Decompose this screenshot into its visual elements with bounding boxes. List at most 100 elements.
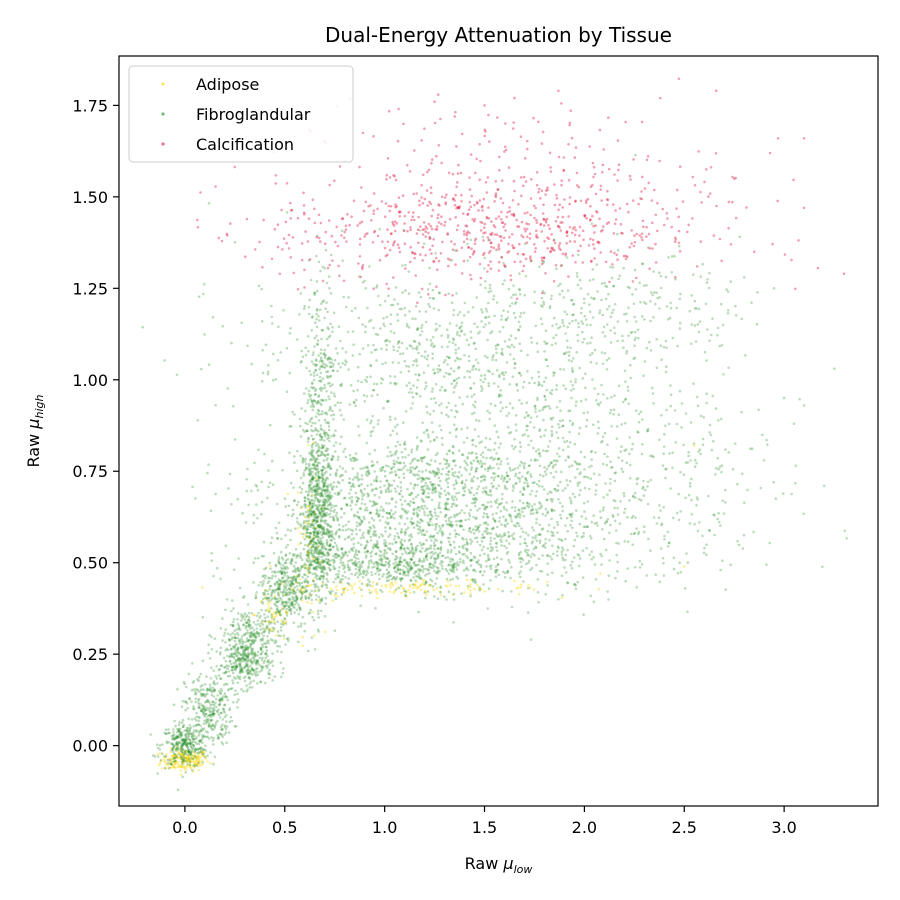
data-point xyxy=(299,597,303,601)
data-point xyxy=(185,702,189,705)
data-point xyxy=(282,622,286,625)
data-point xyxy=(182,740,186,743)
data-point xyxy=(205,708,208,712)
data-point xyxy=(205,687,209,691)
data-point xyxy=(279,550,283,554)
data-point xyxy=(295,469,299,473)
data-point xyxy=(285,611,288,614)
data-point xyxy=(586,500,590,503)
data-point xyxy=(646,485,649,488)
data-point xyxy=(538,501,541,504)
data-point xyxy=(287,637,290,640)
data-point xyxy=(301,481,305,485)
data-point xyxy=(452,565,456,568)
data-point xyxy=(452,598,456,601)
data-point xyxy=(276,644,279,648)
data-point xyxy=(225,741,228,745)
data-point xyxy=(355,458,359,462)
data-point xyxy=(272,552,276,555)
data-point xyxy=(417,610,421,614)
data-point xyxy=(373,526,376,529)
data-point xyxy=(401,552,404,556)
data-point xyxy=(213,708,216,712)
data-point xyxy=(455,498,459,501)
data-point xyxy=(246,657,249,660)
data-point xyxy=(324,596,328,600)
data-point xyxy=(465,468,468,472)
data-point xyxy=(300,595,304,599)
data-point xyxy=(311,408,315,412)
data-point xyxy=(476,509,479,512)
data-point xyxy=(317,616,321,619)
data-point xyxy=(307,516,310,519)
data-point xyxy=(425,593,429,596)
data-point xyxy=(254,668,258,671)
data-point xyxy=(220,733,224,737)
data-point xyxy=(478,588,482,592)
data-point xyxy=(182,759,186,762)
data-point xyxy=(362,536,365,539)
data-point xyxy=(271,483,275,487)
data-point xyxy=(333,594,337,597)
data-point xyxy=(489,567,493,570)
data-point xyxy=(175,740,179,744)
data-point xyxy=(545,467,549,471)
data-point xyxy=(544,542,547,545)
data-point xyxy=(366,484,369,488)
data-point xyxy=(289,425,293,428)
data-point xyxy=(396,485,399,488)
data-point xyxy=(360,520,364,524)
data-point xyxy=(336,369,339,373)
data-point xyxy=(355,532,358,536)
data-point xyxy=(498,520,501,523)
data-point xyxy=(403,464,407,468)
data-point xyxy=(289,481,293,485)
data-point xyxy=(197,764,200,767)
data-point xyxy=(659,547,663,550)
data-point xyxy=(487,587,491,590)
data-point xyxy=(176,735,180,738)
data-point xyxy=(246,672,250,676)
data-point xyxy=(186,742,190,745)
data-point xyxy=(320,428,324,432)
data-point xyxy=(151,754,155,757)
data-point xyxy=(525,544,529,548)
data-point xyxy=(399,540,402,544)
data-point xyxy=(398,468,402,471)
data-point xyxy=(397,536,401,540)
data-point xyxy=(560,546,564,549)
data-point xyxy=(244,640,248,643)
data-point xyxy=(208,689,212,692)
data-point xyxy=(462,441,466,444)
data-point xyxy=(523,541,526,545)
data-point xyxy=(261,656,264,660)
data-point xyxy=(269,541,273,545)
data-point xyxy=(466,584,470,588)
data-point xyxy=(407,453,410,457)
data-point xyxy=(234,689,237,692)
data-point xyxy=(307,519,311,522)
data-point xyxy=(206,717,209,721)
data-point xyxy=(263,452,266,456)
data-point xyxy=(559,480,562,484)
data-point xyxy=(259,652,263,656)
data-point xyxy=(202,712,205,716)
data-point xyxy=(286,513,290,517)
data-point xyxy=(531,536,535,539)
data-point xyxy=(264,574,268,577)
data-point xyxy=(269,600,272,604)
data-point xyxy=(179,733,183,736)
data-point xyxy=(322,529,326,533)
data-point xyxy=(489,505,493,508)
data-point xyxy=(378,549,382,553)
data-point xyxy=(217,703,221,707)
data-point xyxy=(303,527,307,530)
data-point xyxy=(194,737,197,740)
data-point xyxy=(599,572,602,575)
data-point xyxy=(266,635,269,638)
data-point xyxy=(359,507,363,510)
data-point xyxy=(312,437,315,441)
data-point xyxy=(328,512,332,516)
data-point xyxy=(465,566,469,569)
data-point xyxy=(305,519,309,523)
